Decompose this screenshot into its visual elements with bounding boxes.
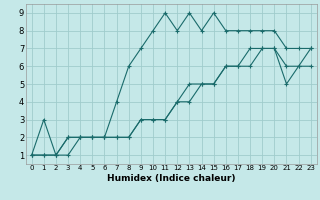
X-axis label: Humidex (Indice chaleur): Humidex (Indice chaleur) (107, 174, 236, 183)
